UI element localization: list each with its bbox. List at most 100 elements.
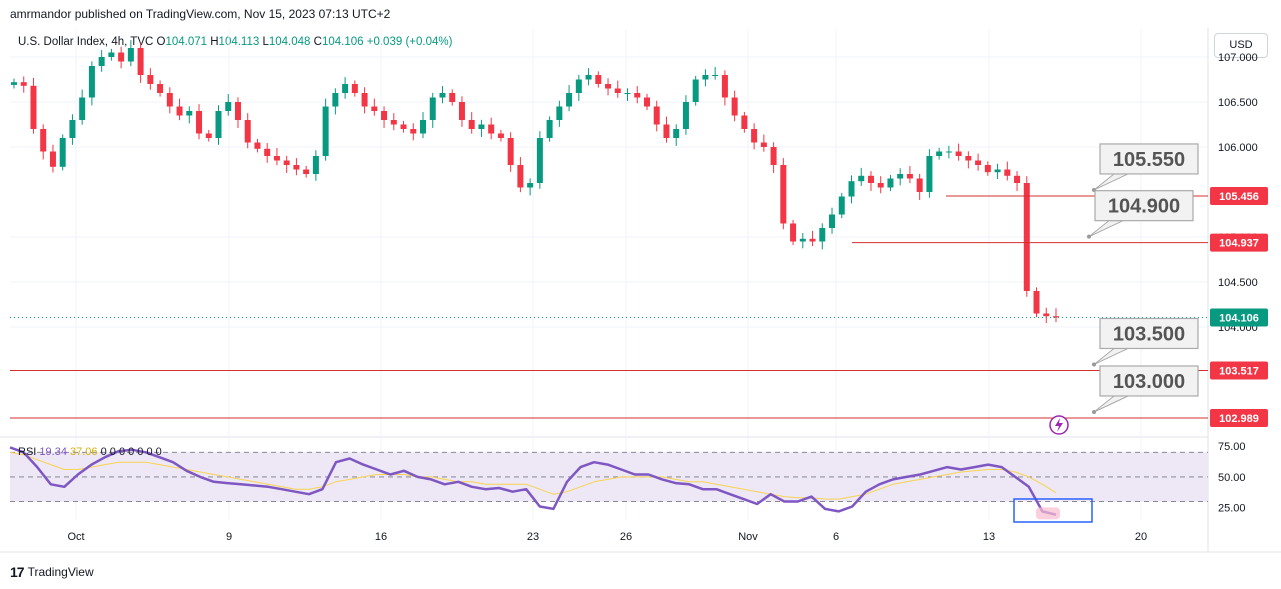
candle-body bbox=[478, 124, 485, 129]
candle-body bbox=[69, 120, 76, 138]
time-tick-label: Oct bbox=[67, 531, 84, 543]
callout-pointer bbox=[1093, 395, 1129, 413]
callout-box bbox=[1099, 317, 1199, 350]
candle-body bbox=[351, 84, 358, 93]
candle-body bbox=[59, 138, 66, 167]
candle-body bbox=[848, 181, 855, 197]
candle-body bbox=[458, 102, 465, 120]
candle-body bbox=[234, 102, 241, 120]
candle-body bbox=[108, 52, 115, 57]
candle-body bbox=[410, 129, 417, 134]
rsi-value: 19.34 bbox=[39, 446, 67, 458]
candle-body bbox=[225, 102, 232, 111]
tradingview-logo-icon: 17 bbox=[10, 564, 25, 580]
candle-body bbox=[118, 52, 125, 62]
callout-box bbox=[1099, 365, 1199, 397]
time-tick-label: 23 bbox=[527, 531, 539, 543]
change-value: +0.039 (+0.04%) bbox=[366, 36, 453, 48]
candle-body bbox=[176, 106, 183, 116]
callout-pointer bbox=[1088, 220, 1124, 238]
candle-body bbox=[20, 82, 27, 86]
candle-body bbox=[965, 156, 972, 161]
candle-body bbox=[926, 156, 933, 192]
candle-body bbox=[585, 75, 592, 80]
currency-button[interactable]: USD bbox=[1214, 33, 1268, 58]
level-price-tag bbox=[1210, 408, 1268, 427]
candle-body bbox=[205, 133, 212, 138]
footer-brand[interactable]: 17 TradingView bbox=[10, 564, 94, 580]
candle-body bbox=[712, 75, 719, 76]
time-tick-label: 9 bbox=[226, 531, 232, 543]
level-price-tag bbox=[1210, 233, 1268, 252]
candle-body bbox=[11, 82, 17, 85]
candle-body bbox=[254, 142, 261, 149]
candle-body bbox=[127, 48, 134, 62]
oversold-highlight bbox=[1036, 507, 1060, 520]
candle-body bbox=[147, 75, 154, 84]
callout-anchor bbox=[1092, 409, 1096, 414]
candle-body bbox=[614, 88, 621, 93]
candle-body bbox=[1014, 175, 1021, 183]
candle-body bbox=[575, 79, 582, 93]
level-price-tag-label: 102.989 bbox=[1219, 413, 1259, 425]
callout-box bbox=[1099, 143, 1199, 175]
candle-body bbox=[760, 142, 767, 147]
candle-body bbox=[751, 129, 758, 143]
open-value: 104.071 bbox=[165, 36, 208, 48]
candle-body bbox=[40, 129, 47, 152]
candle-body bbox=[653, 106, 660, 125]
price-tick-label: 107.000 bbox=[1218, 52, 1258, 64]
candle-body bbox=[137, 48, 144, 75]
rsi-legend: RSI 19.34 37.06 0 0 0 0 0 0 0 bbox=[18, 446, 162, 458]
candle-body bbox=[303, 169, 310, 174]
candle-body bbox=[906, 174, 913, 179]
candle-body bbox=[799, 238, 806, 242]
time-tick-label: 13 bbox=[983, 531, 995, 543]
callout-price-label: 104.900 bbox=[1108, 196, 1180, 218]
callout-box bbox=[1094, 190, 1194, 222]
candle-body bbox=[157, 84, 164, 93]
level-price-tag bbox=[1210, 361, 1268, 380]
callout-anchor bbox=[1087, 234, 1091, 239]
candle-body bbox=[634, 93, 641, 98]
candle-body bbox=[381, 111, 388, 120]
candle-body bbox=[283, 160, 290, 165]
candle-body bbox=[420, 120, 427, 134]
time-tick-label: 26 bbox=[620, 531, 632, 543]
candle-body bbox=[312, 156, 319, 174]
close-label: C bbox=[313, 36, 322, 48]
level-price-tag-label: 103.517 bbox=[1219, 365, 1259, 377]
candle-body bbox=[984, 165, 991, 173]
candle-body bbox=[527, 183, 534, 188]
rsi-settings-values: 0 0 0 0 0 0 0 bbox=[100, 446, 162, 458]
candle-body bbox=[1033, 291, 1040, 314]
candle-body bbox=[342, 84, 349, 93]
rsi-name: RSI bbox=[18, 446, 37, 458]
candle-body bbox=[507, 138, 514, 165]
candle-body bbox=[1023, 183, 1030, 291]
candle-body bbox=[643, 97, 650, 107]
candle-body bbox=[829, 214, 836, 228]
time-tick-label: 20 bbox=[1135, 531, 1147, 543]
candle-body bbox=[30, 85, 37, 129]
candle-body bbox=[731, 97, 738, 116]
candle-body bbox=[468, 120, 475, 129]
candle-body bbox=[429, 97, 436, 120]
candle-body bbox=[721, 75, 728, 98]
level-price-tag bbox=[1210, 186, 1268, 205]
lightning-icon-bolt bbox=[1055, 418, 1063, 432]
price-tick-label: 106.000 bbox=[1218, 142, 1258, 154]
price-tick-label: 104.500 bbox=[1218, 277, 1258, 289]
candle-body bbox=[400, 124, 407, 129]
candle-body bbox=[264, 148, 271, 156]
candle-body bbox=[955, 151, 962, 156]
candle-body bbox=[196, 111, 203, 134]
low-label: L bbox=[262, 36, 269, 48]
candle-body bbox=[692, 79, 699, 102]
candle-body bbox=[624, 93, 631, 94]
callout-price-label: 103.000 bbox=[1113, 371, 1185, 393]
rsi-ma-value: 37.06 bbox=[70, 446, 98, 458]
candle-body bbox=[1043, 313, 1050, 317]
candle-body bbox=[186, 111, 193, 116]
